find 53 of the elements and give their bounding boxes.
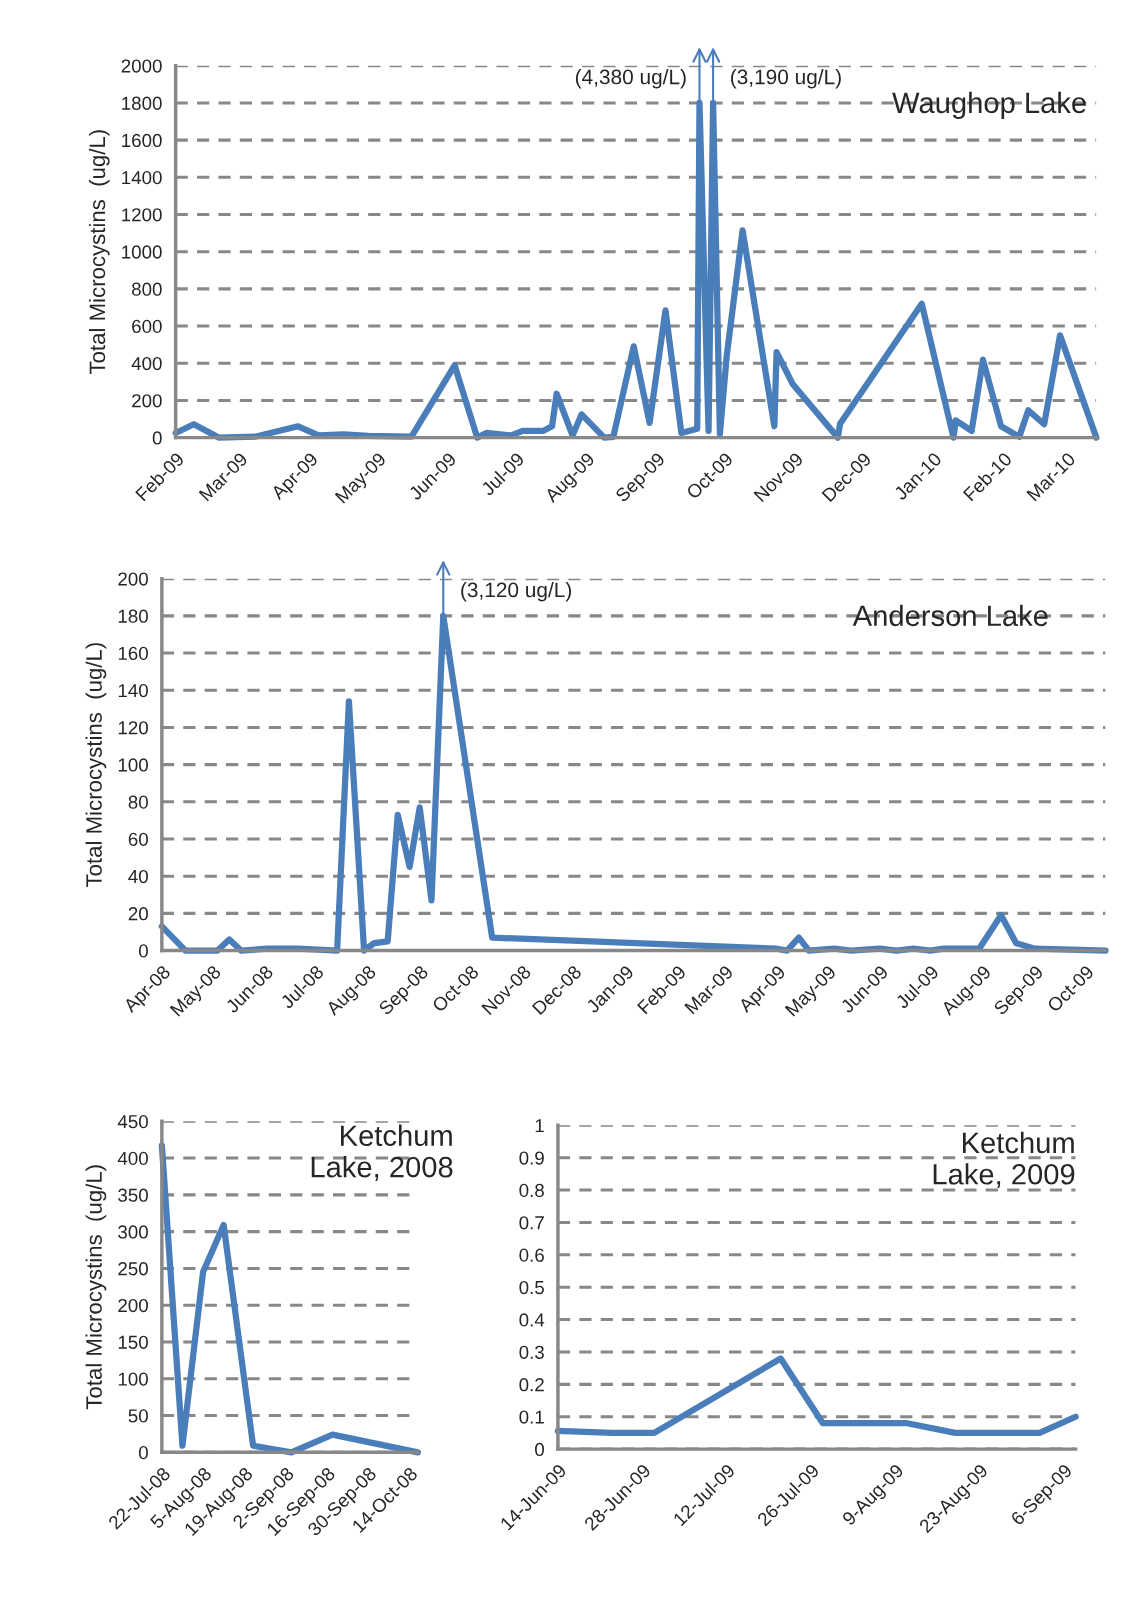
y-tick-label: 0 (138, 1446, 148, 1460)
text: Anderson Lake (852, 604, 1048, 627)
y-tick-label: 0.9 (519, 1151, 544, 1165)
y-tick-label: 50 (128, 1409, 148, 1423)
y-tick-label: 0.6 (519, 1248, 544, 1262)
y-tick-label: 1600 (122, 133, 162, 148)
y-tick-label: 800 (131, 282, 162, 296)
y-tick-label: 400 (131, 356, 162, 371)
y-tick-label: 80 (128, 795, 148, 809)
y-tick-label: 200 (118, 572, 148, 586)
y-tick-label: 1 (535, 1119, 544, 1133)
y-tick-label: 600 (132, 319, 162, 334)
y-tick-label: 60 (128, 832, 148, 846)
y-tick-label: 100 (118, 758, 148, 772)
y-tick-label: 0.7 (519, 1216, 544, 1230)
y-tick-label: 200 (132, 394, 162, 408)
y-tick-label: 2000 (121, 59, 162, 73)
y-tick-label: 40 (128, 869, 148, 884)
y-tick-label: 140 (118, 683, 148, 698)
y-axis-title: Total Microcystins (ug/L) (88, 130, 110, 375)
y-tick-label: 150 (118, 1335, 148, 1349)
annotation: (4,380 ug/L) (575, 69, 686, 89)
y-tick-label: 160 (118, 646, 148, 661)
y-tick-label: 1200 (122, 208, 162, 222)
y-tick-label: 350 (118, 1188, 148, 1202)
y-tick-label: 200 (118, 1298, 148, 1313)
y-tick-label: 180 (118, 609, 148, 623)
text: Ketchum Lake, 2008 (311, 1124, 453, 1181)
y-axis-title: Total Microcystins (ug/L) (85, 1165, 107, 1410)
y-tick-label: 0.8 (519, 1183, 544, 1198)
y-tick-label: 450 (117, 1115, 148, 1129)
y-tick-label: 1000 (122, 245, 162, 259)
y-tick-label: 0.5 (519, 1280, 544, 1295)
y-tick-label: 250 (118, 1262, 148, 1276)
y-tick-label: 1800 (122, 96, 162, 110)
annotation: (3,120 ug/L) (461, 581, 571, 602)
annotation: (3,190 ug/L) (731, 69, 841, 89)
y-tick-label: 0.4 (519, 1313, 545, 1327)
y-tick-label: 0 (535, 1442, 544, 1457)
text: Waughop Lake (892, 91, 1086, 119)
y-tick-label: 400 (117, 1151, 148, 1166)
y-tick-label: 300 (118, 1225, 148, 1239)
y-axis-title: Total Microcystins (ug/L) (85, 643, 107, 887)
y-tick-label: 0.1 (519, 1410, 544, 1424)
y-tick-label: 1400 (122, 170, 162, 185)
y-tick-label: 20 (128, 907, 148, 921)
y-tick-label: 0.2 (519, 1378, 544, 1392)
y-tick-label: 120 (118, 721, 148, 735)
y-tick-label: 0.3 (519, 1345, 544, 1359)
y-tick-label: 100 (118, 1372, 148, 1386)
y-tick-label: 0 (138, 944, 148, 958)
y-tick-label: 0 (152, 431, 162, 445)
text: Ketchum Lake, 2009 (933, 1131, 1075, 1189)
